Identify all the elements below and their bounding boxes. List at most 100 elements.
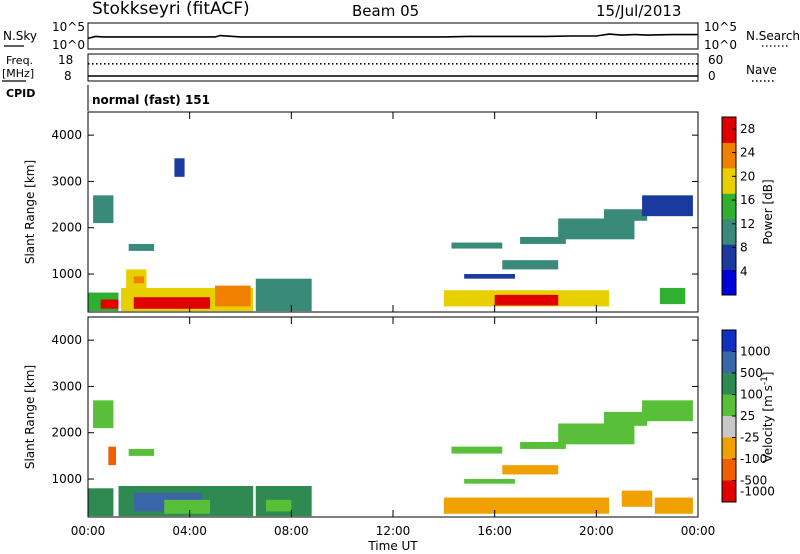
x-tick-label: 00:00 [681, 524, 716, 538]
heatmap-region [93, 195, 114, 224]
heatmap-region [265, 499, 292, 512]
colorbar-segment [722, 351, 736, 374]
heatmap-region [174, 158, 185, 177]
colorbar-segment [722, 459, 736, 481]
colorbar-segment [722, 269, 736, 296]
heatmap-region [654, 497, 693, 514]
colorbar-segment [722, 218, 736, 245]
nsearch-label: N.Search [746, 29, 800, 43]
colorbar-tick-label: 1000 [740, 345, 771, 359]
heatmap-region [603, 209, 648, 221]
heatmap-region [494, 294, 559, 306]
heatmap-region [128, 243, 155, 251]
velocity-y-axis: 1000 2000 3000 4000 [51, 333, 698, 486]
date-label: 15/Jul/2013 [596, 2, 681, 20]
heatmap-region [520, 237, 566, 244]
velocity-colorbar: 1000 500 100 25 -25 -100 -500-1000 [721, 329, 775, 503]
x-axis-label: Time UT [367, 539, 418, 553]
colorbar-tick-label: -25 [740, 431, 760, 445]
colorbar-segment [722, 416, 736, 438]
y-tick-label: 3000 [51, 174, 82, 188]
nave-tick-top: 60 [708, 53, 723, 67]
colorbar-segment [722, 167, 736, 194]
heatmap-region [88, 488, 114, 517]
y-tick-label: 1000 [51, 267, 82, 281]
colorbar-segment [722, 244, 736, 271]
velocity-heatmap [88, 400, 693, 517]
colorbar-tick-label: -500 [740, 474, 767, 488]
x-tick-label: 08:00 [274, 524, 309, 538]
cpid-label: CPID [6, 87, 35, 100]
freq-tick-top: 18 [58, 53, 73, 67]
nave-tick-bottom: 0 [708, 69, 716, 83]
freq-panel-frame [87, 53, 699, 82]
colorbar-frame [721, 116, 737, 296]
colorbar-tick-label: 20 [740, 169, 755, 183]
y-tick-label: 4000 [51, 128, 82, 142]
colorbar-tick-label: -100 [740, 452, 767, 466]
heatmap-region [443, 497, 610, 514]
power-heatmap [88, 158, 693, 312]
y-tick-label: 2000 [51, 426, 82, 440]
nave-label: Nave [746, 63, 777, 77]
colorbar-segment [722, 193, 736, 220]
time-x-axis: 00:00 04:00 08:00 12:00 16:00 20:00 00:00 [71, 112, 716, 538]
x-tick-label: 04:00 [172, 524, 207, 538]
x-tick-label: 16:00 [477, 524, 512, 538]
y-tick-label: 2000 [51, 221, 82, 235]
heatmap-region [133, 297, 210, 309]
colorbar-segment [722, 142, 736, 169]
colorbar-segment [722, 394, 736, 417]
power-y-axis: 1000 2000 3000 4000 [51, 128, 698, 281]
heatmap-region [502, 465, 559, 475]
heatmap-region [451, 242, 503, 249]
heatmap-region [558, 218, 635, 240]
y-tick-label: 4000 [51, 333, 82, 347]
heatmap-region [659, 287, 686, 305]
heatmap-region [621, 490, 653, 507]
colorbar-segment [722, 117, 736, 143]
nsky-label: N.Sky [3, 29, 37, 43]
y-tick-label: 3000 [51, 379, 82, 393]
colorbar-tick-label: 500 [740, 366, 763, 380]
power-y-axis-label: Slant Range [km] [23, 160, 37, 264]
colorbar-tick-label: 16 [740, 193, 755, 207]
x-tick-label: 20:00 [579, 524, 614, 538]
nsky-series-line [87, 33, 698, 40]
colorbar-tick-label: -1000 [740, 484, 775, 498]
x-tick-label: 00:00 [71, 524, 106, 538]
heatmap-region [464, 479, 515, 484]
velocity-colorbar-label: Velocity [m s-1] [760, 372, 775, 463]
colorbar-segment [722, 373, 736, 395]
noise-line-layer [87, 33, 698, 40]
noise-right-tick-top: 10^5 [704, 20, 737, 34]
freq-label: Freq. [6, 54, 33, 67]
noise-panel-frame [87, 22, 699, 50]
power-colorbar: 4 8 12 16 20 24 28 [721, 116, 755, 296]
heatmap-region [164, 499, 210, 514]
noise-right-tick-bottom: 10^0 [704, 38, 737, 52]
heatmap-region [451, 446, 503, 454]
beam-label: Beam 05 [352, 2, 419, 20]
velocity-y-axis-label: Slant Range [km] [23, 365, 37, 469]
colorbar-segment [722, 480, 736, 503]
colorbar-tick-label: 8 [740, 241, 748, 255]
x-tick-label: 12:00 [376, 524, 411, 538]
heatmap-region [93, 400, 114, 429]
station-title: Stokkseyri (fitACF) [92, 0, 250, 19]
noise-left-tick-bottom: 10^0 [52, 38, 85, 52]
colorbar-tick-label: 28 [740, 122, 755, 136]
heatmap-region [642, 400, 693, 422]
power-colorbar-label: Power [dB] [761, 179, 775, 244]
freq-unit-label: [MHz] [2, 67, 34, 80]
noise-left-tick-top: 10^5 [52, 20, 85, 34]
freq-tick-bottom: 8 [64, 69, 72, 83]
heatmap-region [100, 299, 119, 309]
colorbar-tick-label: 24 [740, 146, 755, 160]
heatmap-region [603, 411, 648, 426]
cpid-text: normal (fast) 151 [92, 93, 210, 107]
heatmap-region [558, 423, 635, 445]
colorbar-segment [722, 437, 736, 460]
heatmap-region [464, 274, 515, 279]
